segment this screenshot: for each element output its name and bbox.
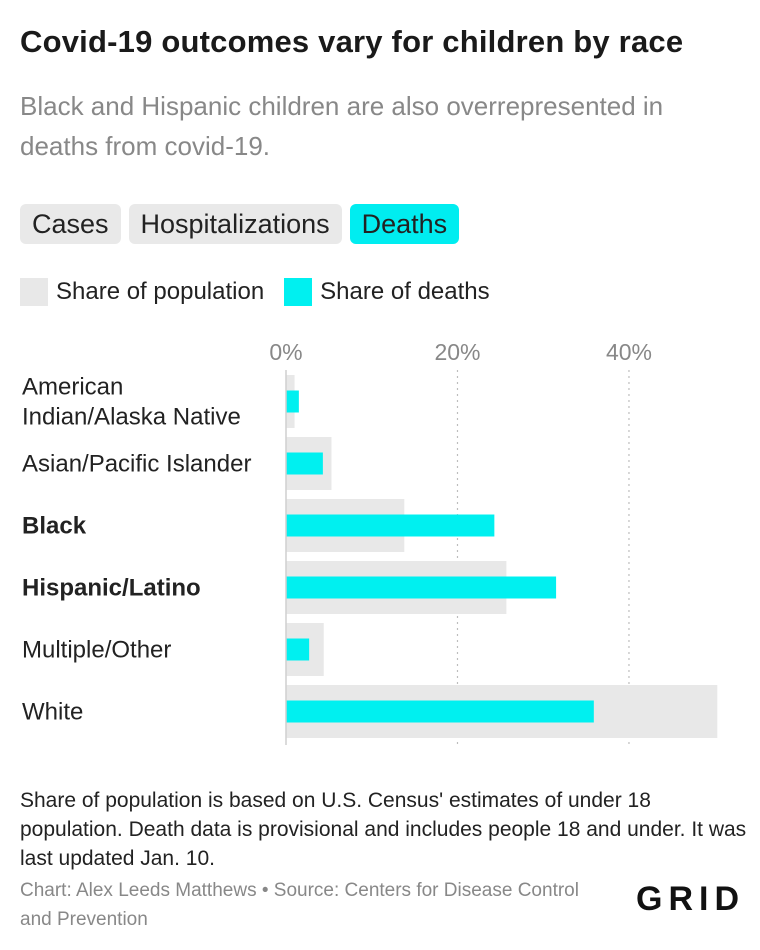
category-label: American Indian/Alaska Native: [22, 374, 241, 431]
category-label-line: Hispanic/Latino: [22, 575, 201, 602]
chart-legend: Share of population Share of deaths: [20, 278, 510, 306]
category-label: Multiple/Other: [22, 637, 171, 664]
legend-item-population: Share of population: [20, 278, 264, 306]
x-tick-label: 0%: [269, 339, 302, 365]
deaths-bar: [286, 390, 299, 413]
x-tick-label: 40%: [606, 339, 652, 365]
legend-label-population: Share of population: [56, 278, 265, 305]
chart-title: Covid-19 outcomes vary for children by r…: [20, 24, 684, 59]
chart-subtitle: Black and Hispanic children are also ove…: [20, 91, 664, 161]
category-label-line: American: [22, 374, 123, 401]
deaths-bar: [286, 514, 495, 537]
legend-swatch-deaths: [284, 278, 313, 306]
grid-logo: GRID: [636, 880, 745, 918]
deaths-bar: [286, 452, 323, 475]
category-label-line: Black: [22, 513, 87, 540]
category-label-line: Asian/Pacific Islander: [22, 451, 251, 478]
category-label: White: [22, 699, 83, 726]
footnote: Share of population is based on U.S. Cen…: [20, 789, 747, 870]
source-credit: Chart: Alex Leeds Matthews • Source: Cen…: [20, 880, 579, 930]
category-label: Asian/Pacific Islander: [22, 451, 251, 478]
legend-item-deaths: Share of deaths: [284, 278, 490, 306]
legend-swatch-population: [20, 278, 48, 306]
category-label-line: Multiple/Other: [22, 637, 171, 664]
bar-chart: American Indian/Alaska Native Asian/Pacifi…: [22, 339, 718, 745]
category-label-line: White: [22, 699, 83, 726]
legend-label-deaths: Share of deaths: [320, 278, 490, 305]
category-label-line: Indian/Alaska Native: [22, 404, 241, 431]
tab-deaths[interactable]: Deaths: [349, 204, 460, 244]
tab-cases[interactable]: Cases: [20, 204, 121, 244]
deaths-bar: [286, 576, 557, 599]
category-label: Hispanic/Latino: [22, 575, 201, 602]
metric-tabs: Cases Hospitalizations Deaths: [20, 204, 460, 244]
category-label: Black: [22, 513, 87, 540]
deaths-bar: [286, 700, 594, 723]
tab-hospitalizations[interactable]: Hospitalizations: [128, 204, 342, 244]
deaths-bar: [286, 638, 310, 661]
x-tick-label: 20%: [434, 339, 480, 365]
